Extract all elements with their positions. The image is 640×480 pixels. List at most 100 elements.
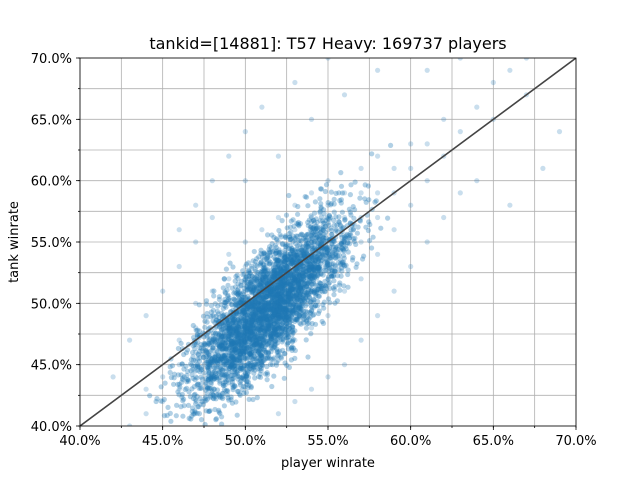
scatter-point (302, 281, 308, 287)
scatter-point (271, 305, 277, 311)
scatter-point (248, 327, 254, 333)
scatter-point (283, 242, 289, 248)
scatter-point (289, 283, 295, 289)
scatter-point (268, 289, 274, 295)
scatter-point (127, 337, 133, 343)
scatter-point (160, 374, 166, 380)
scatter-point (216, 315, 222, 321)
scatter-point (225, 340, 231, 346)
scatter-point (287, 320, 293, 326)
scatter-point (243, 318, 249, 324)
scatter-point (254, 337, 260, 344)
scatter-point (236, 338, 242, 344)
scatter-point (231, 383, 238, 389)
scatter-point (268, 316, 274, 322)
scatter-point (275, 282, 281, 288)
scatter-point (269, 324, 275, 330)
scatter-point (236, 329, 243, 335)
scatter-point (367, 238, 373, 244)
scatter-point (223, 360, 230, 366)
scatter-point (276, 304, 282, 311)
scatter-point (263, 274, 270, 280)
scatter-point (457, 129, 463, 135)
scatter-point (280, 241, 286, 247)
scatter-point (281, 375, 287, 381)
scatter-point (204, 359, 210, 366)
scatter-point (292, 79, 298, 86)
scatter-point (297, 297, 303, 303)
scatter-point (294, 317, 300, 323)
scatter-point (209, 391, 215, 397)
scatter-point (238, 282, 244, 288)
scatter-point (265, 232, 271, 238)
scatter-point (289, 345, 295, 351)
scatter-point (297, 292, 303, 298)
scatter-point (257, 307, 263, 313)
scatter-point (321, 305, 327, 311)
scatter-point (242, 330, 248, 336)
scatter-point (228, 364, 234, 370)
scatter-point (306, 272, 313, 278)
scatter-point (280, 307, 286, 313)
scatter-point (294, 316, 300, 322)
scatter-point (331, 278, 337, 284)
scatter-point (441, 214, 447, 221)
scatter-point (245, 326, 251, 332)
scatter-point (258, 325, 264, 332)
scatter-point (221, 299, 227, 305)
y-tick-label: 65.0% (31, 113, 72, 128)
scatter-point (270, 310, 276, 316)
scatter-point (242, 384, 248, 390)
scatter-point (235, 334, 241, 340)
scatter-point (331, 201, 337, 207)
scatter-point (297, 290, 303, 296)
scatter-point (306, 267, 312, 273)
scatter-point (230, 346, 236, 352)
scatter-point (244, 328, 250, 334)
scatter-point (287, 282, 293, 288)
scatter-point (276, 252, 282, 258)
scatter-point (243, 339, 249, 345)
scatter-point (295, 284, 301, 290)
scatter-point (233, 399, 239, 405)
scatter-point (287, 234, 293, 240)
scatter-point (283, 335, 289, 341)
scatter-point (246, 301, 252, 308)
scatter-point (305, 219, 311, 225)
scatter-point (250, 287, 256, 293)
scatter-point (263, 356, 269, 362)
scatter-point (274, 301, 280, 307)
scatter-point (216, 338, 222, 344)
scatter-point (283, 244, 289, 250)
scatter-point (245, 310, 251, 316)
scatter-point (225, 317, 231, 323)
scatter-point (286, 313, 292, 319)
scatter-point (294, 317, 300, 323)
scatter-point (232, 366, 238, 372)
scatter-point (226, 276, 232, 282)
scatter-point (325, 247, 331, 253)
scatter-point (274, 261, 280, 267)
scatter-point (282, 303, 289, 309)
scatter-point (322, 288, 328, 294)
scatter-point (257, 351, 263, 357)
scatter-point (275, 292, 281, 298)
scatter-point (336, 219, 342, 225)
scatter-point (261, 352, 267, 359)
scatter-point (209, 313, 215, 319)
scatter-point (264, 371, 271, 378)
scatter-point (270, 266, 276, 272)
scatter-point (313, 255, 319, 261)
scatter-point (291, 255, 297, 261)
scatter-point (474, 104, 480, 110)
scatter-point (255, 319, 261, 326)
scatter-point (181, 403, 187, 409)
scatter-point (275, 309, 281, 315)
scatter-point (244, 344, 250, 351)
scatter-point (344, 231, 350, 237)
scatter-point (167, 369, 173, 376)
scatter-point (216, 370, 222, 376)
scatter-point (238, 337, 244, 343)
scatter-point (326, 216, 332, 222)
scatter-point (242, 178, 248, 184)
